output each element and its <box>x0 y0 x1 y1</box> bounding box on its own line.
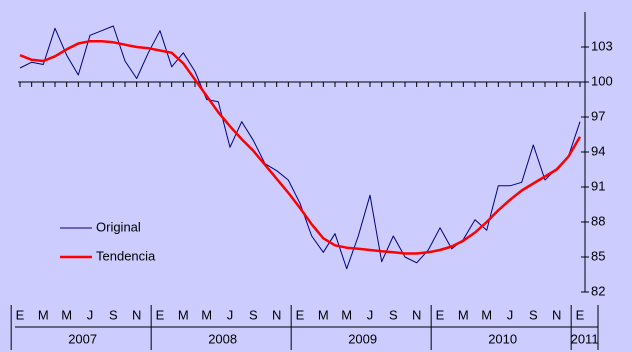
month-label: E <box>436 307 445 322</box>
year-label: 2011 <box>571 331 599 346</box>
legend-label: Original <box>96 219 141 234</box>
month-label: E <box>156 307 165 322</box>
year-label: 2009 <box>348 331 377 346</box>
month-label: N <box>272 307 281 322</box>
month-label: M <box>38 307 49 322</box>
legend-label: Tendencia <box>96 248 156 263</box>
month-label: S <box>249 307 258 322</box>
month-label: N <box>412 307 421 322</box>
y-tick-label: 103 <box>591 38 613 53</box>
month-label: M <box>201 307 212 322</box>
month-label: S <box>389 307 398 322</box>
y-tick-label: 97 <box>591 108 605 123</box>
month-label: N <box>132 307 141 322</box>
month-label: E <box>576 307 585 322</box>
y-tick-label: 85 <box>591 248 605 263</box>
month-label: S <box>109 307 118 322</box>
month-label: J <box>87 307 94 322</box>
y-tick-label: 100 <box>591 73 613 88</box>
y-tick-label: 91 <box>591 178 605 193</box>
month-label: M <box>458 307 469 322</box>
y-tick-label: 94 <box>591 143 605 158</box>
month-label: M <box>61 307 72 322</box>
month-label: M <box>481 307 492 322</box>
series-line <box>19 39 582 255</box>
year-label: 2007 <box>68 331 97 346</box>
month-label: S <box>529 307 538 322</box>
month-label: E <box>16 307 25 322</box>
series-line <box>19 25 581 270</box>
y-tick-label: 88 <box>591 213 605 228</box>
year-label: 2008 <box>208 331 237 346</box>
month-label: J <box>227 307 234 322</box>
y-tick-label: 82 <box>591 283 605 298</box>
month-label: M <box>178 307 189 322</box>
month-label: J <box>367 307 374 322</box>
year-label: 2010 <box>488 331 517 346</box>
month-label: N <box>552 307 561 322</box>
month-label: M <box>318 307 329 322</box>
month-label: E <box>296 307 305 322</box>
month-label: J <box>507 307 514 322</box>
month-label: M <box>341 307 352 322</box>
